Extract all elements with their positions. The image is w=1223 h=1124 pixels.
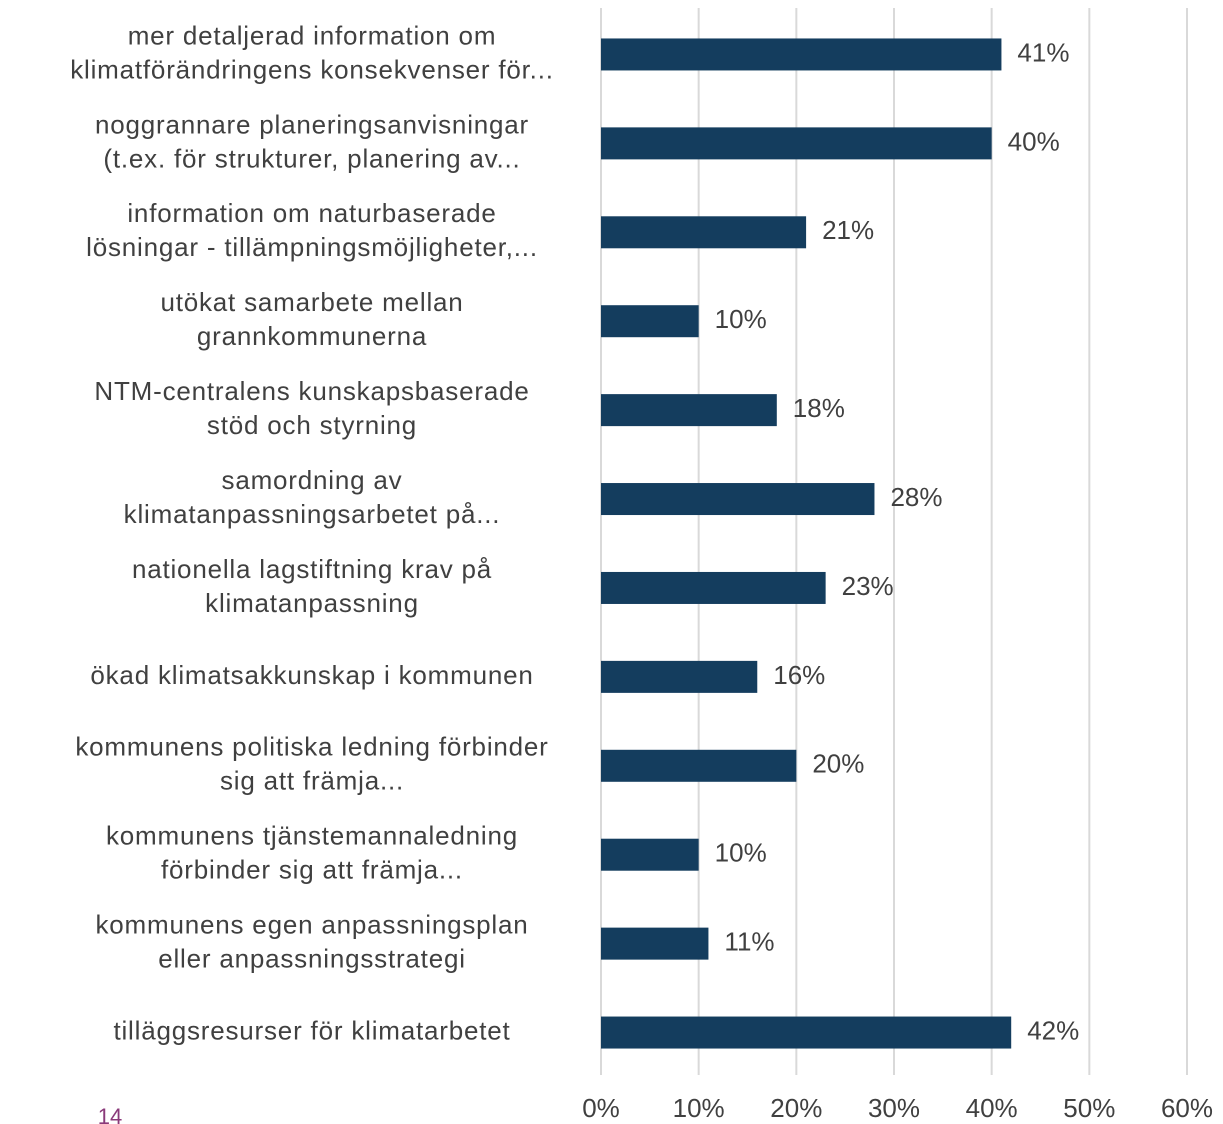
data-label: 41% — [1017, 37, 1069, 67]
y-tick-label: klimatförändringens konsekvenser för... — [70, 54, 554, 84]
bar — [601, 571, 826, 604]
y-tick-label: tilläggsresurser för klimatarbetet — [113, 1015, 510, 1045]
x-tick-label: 20% — [770, 1093, 822, 1123]
data-label: 42% — [1027, 1015, 1079, 1045]
x-tick-label: 10% — [673, 1093, 725, 1123]
y-tick-label: NTM-centralens kunskapsbaserade — [94, 376, 529, 406]
y-tick-label: klimatanpassning — [205, 588, 419, 618]
y-tick-label: klimatanpassningsarbetet på... — [124, 499, 501, 529]
y-tick-label: samordning av — [222, 465, 403, 495]
data-label: 10% — [715, 304, 767, 334]
y-tick-label: kommunens tjänstemannaledning — [106, 821, 518, 851]
y-tick-label: grannkommunerna — [197, 321, 427, 351]
y-tick-label: information om naturbaserade — [127, 198, 496, 228]
data-label: 20% — [812, 749, 864, 779]
y-tick-label: (t.ex. för strukturer, planering av... — [103, 143, 520, 173]
data-label: 18% — [793, 393, 845, 423]
y-tick-label: lösningar - tillämpningsmöjligheter,... — [86, 232, 538, 262]
y-tick-label: stöd och styrning — [207, 410, 417, 440]
y-tick-label: eller anpassningsstrategi — [158, 944, 466, 974]
y-tick-label: mer detaljerad information om — [128, 20, 497, 50]
bar — [601, 38, 1002, 71]
data-label: 21% — [822, 215, 874, 245]
y-tick-label: noggrannare planeringsanvisningar — [95, 109, 529, 139]
bar — [601, 749, 797, 782]
bar — [601, 305, 699, 338]
y-tick-label: nationella lagstiftning krav på — [132, 554, 492, 584]
page-number: 14 — [98, 1104, 122, 1124]
bar — [601, 838, 699, 871]
bar — [601, 660, 758, 693]
x-tick-label: 40% — [966, 1093, 1018, 1123]
x-tick-label: 0% — [582, 1093, 620, 1123]
x-tick-label: 50% — [1063, 1093, 1115, 1123]
bar — [601, 483, 875, 516]
y-tick-label: kommunens egen anpassningsplan — [95, 910, 528, 940]
data-label: 40% — [1008, 126, 1060, 156]
bar — [601, 927, 709, 960]
bar — [601, 216, 807, 249]
x-tick-label: 60% — [1161, 1093, 1213, 1123]
data-label: 28% — [890, 482, 942, 512]
y-tick-label: ökad klimatsakkunskap i kommunen — [90, 660, 533, 690]
data-label: 16% — [773, 660, 825, 690]
bar — [601, 1016, 1012, 1049]
x-tick-label: 30% — [868, 1093, 920, 1123]
y-tick-label: utökat samarbete mellan — [160, 287, 463, 317]
data-label: 23% — [842, 571, 894, 601]
bar — [601, 127, 992, 160]
y-tick-label: kommunens politiska ledning förbinder — [75, 732, 548, 762]
data-label: 11% — [724, 927, 774, 957]
y-tick-label: sig att främja... — [220, 766, 404, 796]
data-label: 10% — [715, 838, 767, 868]
bar — [601, 394, 777, 427]
y-tick-label: förbinder sig att främja... — [161, 855, 463, 885]
